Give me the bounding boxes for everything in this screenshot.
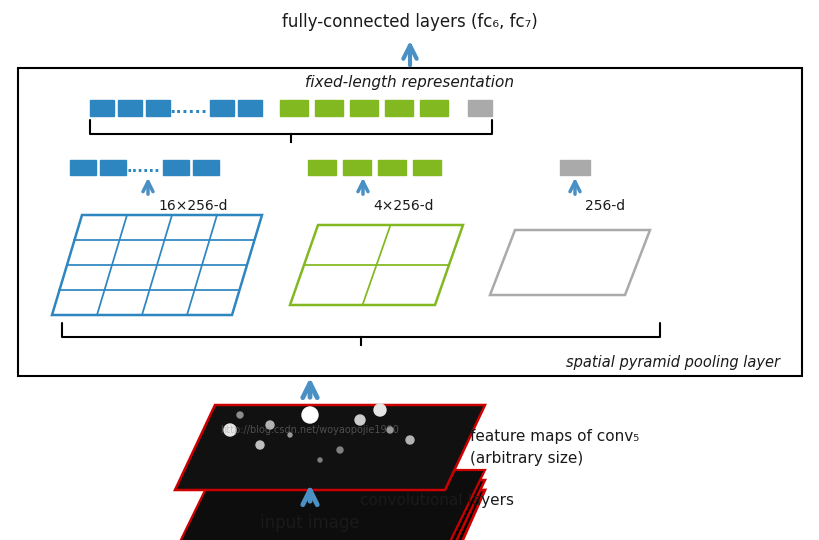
Text: spatial pyramid pooling layer: spatial pyramid pooling layer bbox=[565, 355, 779, 370]
Bar bbox=[146, 100, 170, 116]
Text: (arbitrary size): (arbitrary size) bbox=[469, 450, 582, 465]
Polygon shape bbox=[174, 405, 484, 490]
Polygon shape bbox=[174, 490, 484, 540]
Circle shape bbox=[318, 458, 322, 462]
Circle shape bbox=[265, 421, 274, 429]
Bar bbox=[468, 100, 491, 116]
Bar bbox=[350, 100, 378, 116]
Circle shape bbox=[387, 427, 392, 433]
Text: http://blog.csdn.net/woyaopojie1990: http://blog.csdn.net/woyaopojie1990 bbox=[220, 425, 399, 435]
Bar bbox=[18, 68, 801, 376]
Circle shape bbox=[224, 424, 236, 436]
Bar bbox=[163, 160, 188, 175]
Text: 4×256-d: 4×256-d bbox=[373, 199, 433, 213]
Bar bbox=[210, 100, 233, 116]
Circle shape bbox=[337, 447, 342, 453]
Bar bbox=[413, 160, 441, 175]
Polygon shape bbox=[290, 225, 463, 305]
Bar bbox=[419, 100, 447, 116]
Circle shape bbox=[405, 436, 414, 444]
Bar bbox=[559, 160, 590, 175]
Bar bbox=[314, 100, 342, 116]
Circle shape bbox=[373, 404, 386, 416]
Polygon shape bbox=[490, 230, 649, 295]
Text: fixed-length representation: fixed-length representation bbox=[305, 76, 514, 91]
Bar bbox=[192, 160, 219, 175]
Polygon shape bbox=[52, 215, 262, 315]
Bar bbox=[70, 160, 96, 175]
Bar bbox=[308, 160, 336, 175]
Circle shape bbox=[287, 433, 292, 437]
Bar bbox=[378, 160, 405, 175]
Circle shape bbox=[237, 412, 242, 418]
Bar bbox=[279, 100, 308, 116]
Text: fully-connected layers (fc₆, fc₇): fully-connected layers (fc₆, fc₇) bbox=[282, 13, 537, 31]
Bar bbox=[342, 160, 370, 175]
Circle shape bbox=[301, 407, 318, 423]
Bar bbox=[385, 100, 413, 116]
Circle shape bbox=[256, 441, 264, 449]
Text: input image: input image bbox=[260, 514, 360, 532]
Bar bbox=[90, 100, 114, 116]
Bar bbox=[118, 100, 142, 116]
Circle shape bbox=[355, 415, 364, 425]
Bar bbox=[238, 100, 262, 116]
Text: feature maps of conv₅: feature maps of conv₅ bbox=[469, 429, 639, 444]
Text: ......: ...... bbox=[126, 160, 160, 175]
Text: 16×256-d: 16×256-d bbox=[158, 199, 227, 213]
Polygon shape bbox=[174, 470, 484, 540]
Text: convolutional layers: convolutional layers bbox=[360, 492, 514, 508]
Text: 256-d: 256-d bbox=[584, 199, 624, 213]
Bar bbox=[100, 160, 126, 175]
Polygon shape bbox=[174, 480, 484, 540]
Text: ......: ...... bbox=[169, 99, 207, 117]
